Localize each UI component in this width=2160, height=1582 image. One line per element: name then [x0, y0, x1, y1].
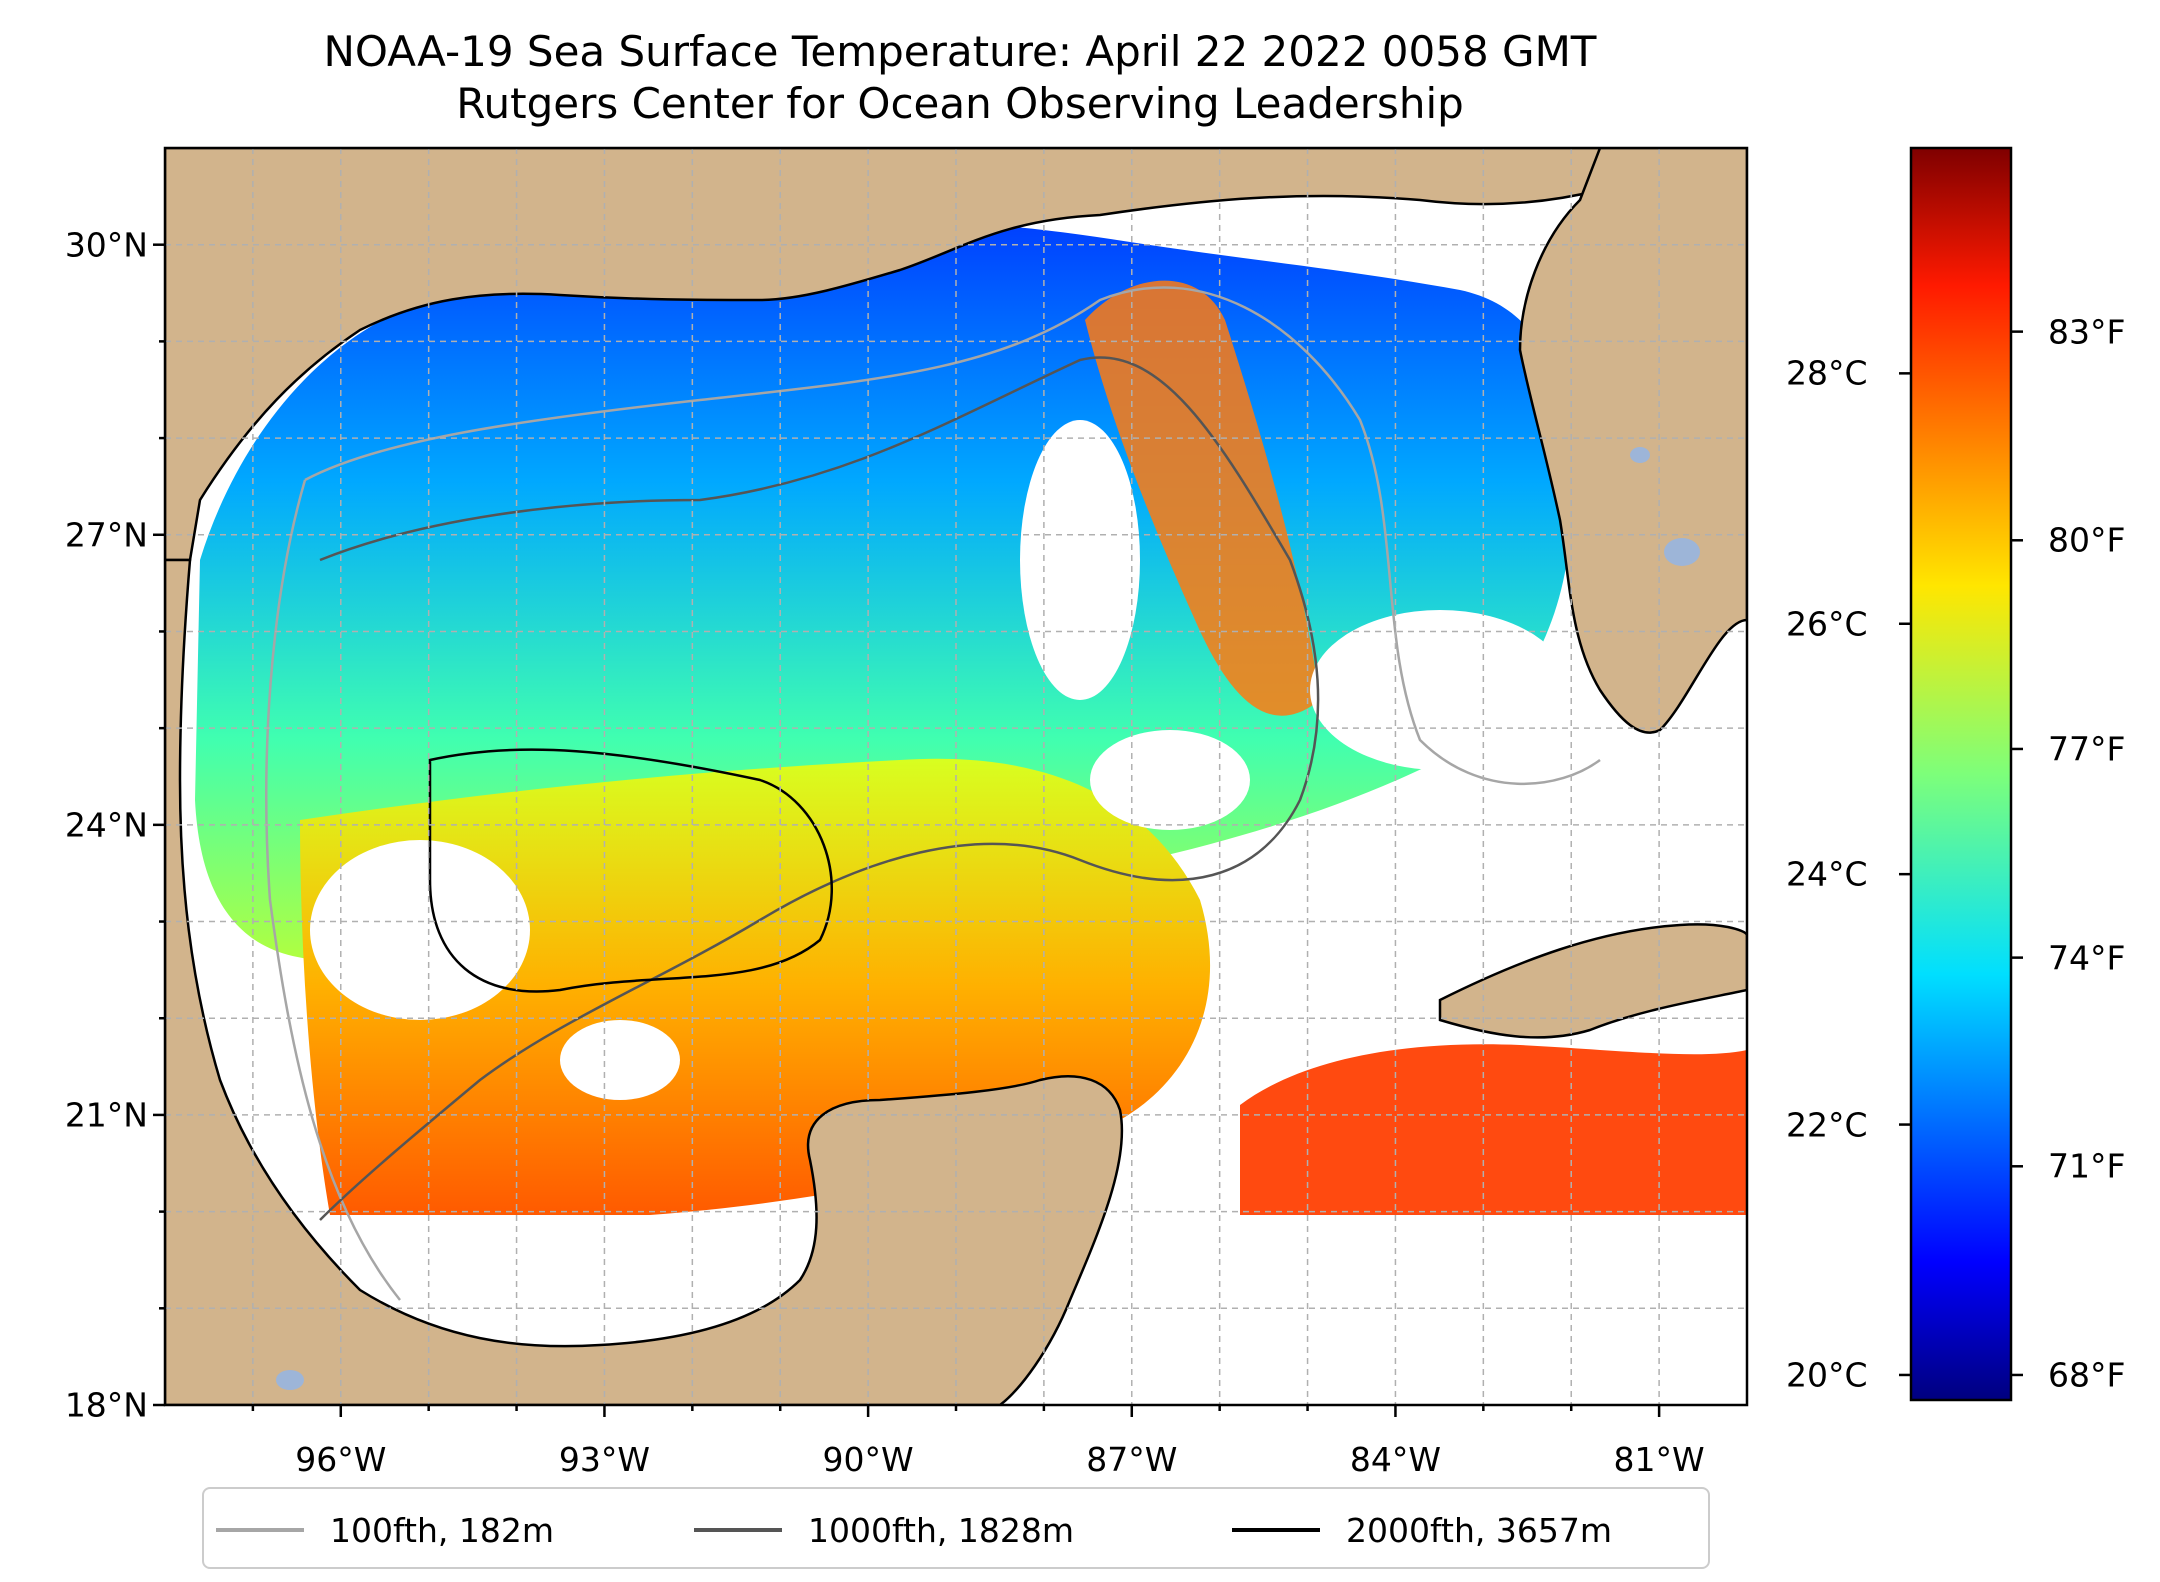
colorbar-celsius-label: 20°C: [1786, 1355, 1868, 1395]
lat-tick-label: 21°N: [64, 1095, 148, 1135]
lon-tick-label: 90°W: [822, 1440, 914, 1479]
colorbar-fahrenheit-label: 77°F: [2048, 729, 2126, 769]
legend-item: 100fth, 182m: [216, 1489, 554, 1571]
colorbar-celsius-label: 26°C: [1786, 604, 1868, 644]
us-gulf-coast-land: [165, 148, 1602, 562]
lon-tick-label: 93°W: [558, 1440, 650, 1479]
lat-tick-label: 24°N: [64, 805, 148, 845]
loop-current: [1085, 280, 1320, 716]
contour-2000fth: [428, 748, 834, 993]
axis-tick-marks: [153, 243, 1661, 1417]
colorbar-celsius-label: 28°C: [1786, 353, 1868, 393]
colorbar-celsius-label: 24°C: [1786, 854, 1868, 894]
lon-tick-label: 84°W: [1349, 1440, 1441, 1479]
map-title: NOAA-19 Sea Surface Temperature: April 2…: [323, 27, 1597, 76]
legend-label: 1000fth, 1828m: [808, 1510, 1074, 1550]
map-subtitle: Rutgers Center for Ocean Observing Leade…: [456, 79, 1464, 128]
land-masses: [165, 148, 1747, 1405]
legend-item: 2000fth, 3657m: [1232, 1489, 1612, 1571]
lakes: [276, 447, 1700, 1390]
legend-line-swatch: [694, 1528, 782, 1532]
legend-item: 1000fth, 1828m: [694, 1489, 1074, 1571]
legend-line-swatch: [1232, 1528, 1320, 1532]
colorbar-fahrenheit-label: 83°F: [2048, 312, 2126, 352]
lat-tick-label: 18°N: [64, 1385, 148, 1425]
florida-peninsula: [1518, 148, 1747, 734]
legend-line-swatch: [216, 1528, 304, 1532]
colorbar-fahrenheit-label: 80°F: [2048, 520, 2126, 560]
lat-tick-label: 30°N: [64, 225, 148, 265]
bathymetry-contours: [265, 286, 1601, 1301]
lon-tick-label: 81°W: [1613, 1440, 1705, 1479]
lat-tick-label: 27°N: [64, 515, 148, 555]
legend-label: 100fth, 182m: [330, 1510, 554, 1550]
colorbar-celsius-label: 22°C: [1786, 1105, 1868, 1145]
lon-tick-label: 87°W: [1086, 1440, 1178, 1479]
contour-legend: 100fth, 182m 1000fth, 1828m 2000fth, 3657m: [202, 1487, 1710, 1569]
colorbar-fahrenheit-label: 68°F: [2048, 1355, 2126, 1395]
mexico-land: [165, 558, 1124, 1405]
lon-tick-label: 96°W: [295, 1440, 387, 1479]
contour-1000fth: [319, 356, 1320, 1221]
colorbar: [1909, 146, 2013, 1402]
legend-label: 2000fth, 3657m: [1346, 1510, 1612, 1550]
grid-lines: [165, 148, 1747, 1405]
colorbar-fahrenheit-label: 74°F: [2048, 938, 2126, 978]
contour-100fth: [265, 286, 1601, 1301]
colorbar-tick-marks: [1899, 330, 2023, 1377]
colorbar-fahrenheit-label: 71°F: [2048, 1146, 2126, 1186]
caribbean-warm-waters: [1240, 1044, 1747, 1215]
